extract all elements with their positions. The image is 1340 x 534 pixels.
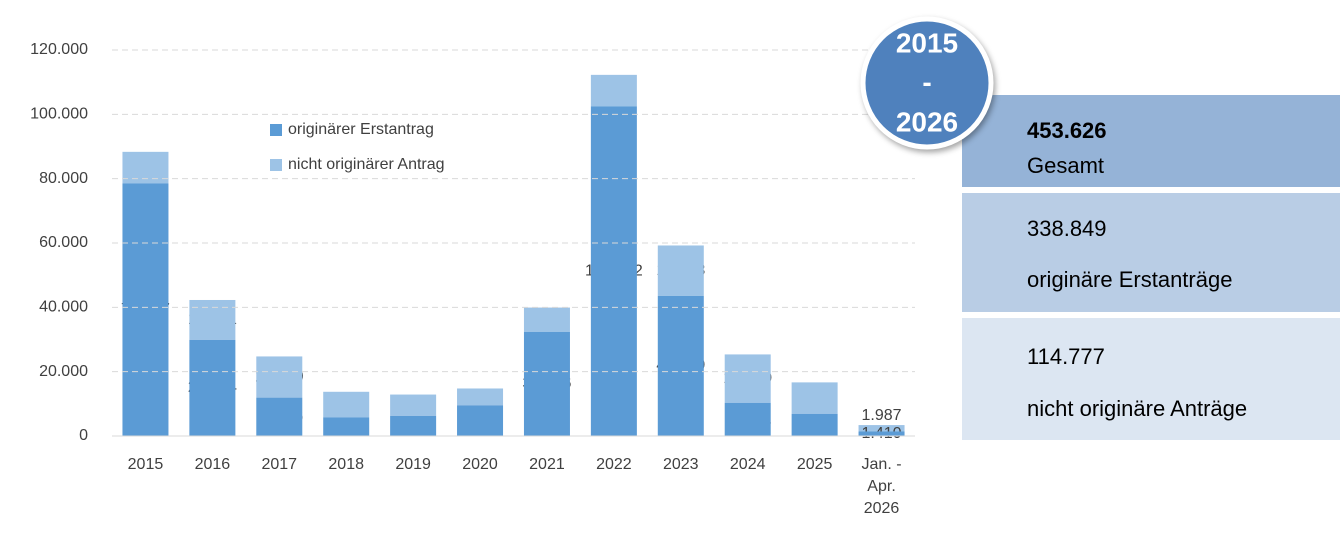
summary-box bbox=[962, 95, 1340, 187]
bar-segment bbox=[256, 397, 303, 436]
x-tick-label: 2021 bbox=[529, 456, 565, 473]
bar-segment bbox=[724, 354, 771, 403]
legend-swatch bbox=[270, 159, 282, 171]
bar-segment bbox=[122, 183, 169, 436]
bar-segment bbox=[590, 74, 637, 107]
badge bbox=[860, 16, 994, 150]
x-tick-text: 2017 bbox=[261, 456, 298, 473]
x-tick-label: 2018 bbox=[328, 456, 364, 473]
summary-label: originäre Erstanträge bbox=[1027, 267, 1232, 292]
summary-label: nicht originäre Anträge bbox=[1027, 396, 1247, 421]
x-tick-label: 2022 bbox=[596, 456, 632, 473]
x-tick-label: 2023 bbox=[662, 456, 699, 473]
bar-segment bbox=[858, 431, 905, 436]
bar-segment bbox=[390, 415, 437, 436]
y-tick-label: 0 bbox=[79, 427, 88, 444]
bar-segment bbox=[189, 339, 236, 436]
x-tick-text: 2018 bbox=[328, 456, 364, 473]
bar-segment bbox=[122, 151, 169, 184]
summary-value: 114.777 bbox=[1027, 344, 1105, 369]
bar-segment bbox=[390, 394, 437, 416]
x-tick-label: 2024 bbox=[729, 456, 766, 473]
x-tick-label: 2020 bbox=[462, 456, 498, 473]
badge-text: 2026 bbox=[896, 106, 958, 137]
bar-segment bbox=[457, 405, 504, 436]
bar-segment bbox=[323, 417, 370, 436]
bar-segment bbox=[523, 331, 570, 436]
x-tick-label: 2015 bbox=[127, 456, 164, 473]
x-tick-text: 2021 bbox=[529, 456, 565, 473]
legend-label: nicht originärer Antrag bbox=[288, 156, 445, 173]
x-tick-text: 2015 bbox=[127, 456, 164, 473]
y-tick-label: 80.000 bbox=[39, 170, 88, 187]
x-tick-label: 2016 bbox=[194, 456, 231, 473]
data-label: 1.987 bbox=[862, 407, 902, 424]
bar-segment bbox=[457, 388, 504, 406]
summary-value: 338.849 bbox=[1027, 216, 1107, 241]
bar-segment bbox=[256, 356, 303, 398]
bar-segment bbox=[323, 391, 370, 418]
bar-segment bbox=[724, 402, 771, 436]
bar-segment bbox=[189, 299, 236, 340]
x-tick-text: 2022 bbox=[596, 456, 632, 473]
bar-segment bbox=[590, 106, 637, 436]
x-tick-text: 2019 bbox=[395, 456, 431, 473]
bar-segment bbox=[791, 382, 838, 414]
x-tick-text: 2025 bbox=[796, 456, 833, 473]
x-tick-label: Jan. - Apr. 2026 bbox=[861, 456, 902, 517]
badge-text: - bbox=[922, 66, 931, 97]
legend-swatch bbox=[270, 124, 282, 136]
x-tick-text: 2020 bbox=[462, 456, 498, 473]
y-tick-label: 60.000 bbox=[39, 234, 88, 251]
x-tick-text: 2024 bbox=[729, 456, 766, 473]
x-tick-label: 2019 bbox=[395, 456, 431, 473]
x-tick-text: 2016 bbox=[194, 456, 231, 473]
bar-segment bbox=[858, 425, 905, 432]
bar-segment bbox=[791, 413, 838, 436]
badge-text: 2015 bbox=[896, 27, 958, 58]
x-tick-label: 2025 bbox=[796, 456, 833, 473]
bar-segment bbox=[657, 295, 704, 436]
legend-label: originärer Erstantrag bbox=[288, 121, 434, 138]
summary-label: Gesamt bbox=[1027, 153, 1104, 178]
y-tick-label: 20.000 bbox=[39, 363, 88, 380]
summary-box bbox=[962, 318, 1340, 440]
bar-segment bbox=[657, 245, 704, 296]
x-tick-text: 2023 bbox=[662, 456, 699, 473]
x-tick-text: Jan. - Apr. 2026 bbox=[861, 456, 902, 517]
summary-box bbox=[962, 193, 1340, 312]
y-tick-label: 100.000 bbox=[30, 106, 88, 123]
y-tick-label: 120.000 bbox=[30, 41, 88, 58]
x-tick-label: 2017 bbox=[261, 456, 298, 473]
summary-value: 453.626 bbox=[1027, 118, 1107, 143]
y-tick-label: 40.000 bbox=[39, 299, 88, 316]
bar-segment bbox=[523, 307, 570, 332]
